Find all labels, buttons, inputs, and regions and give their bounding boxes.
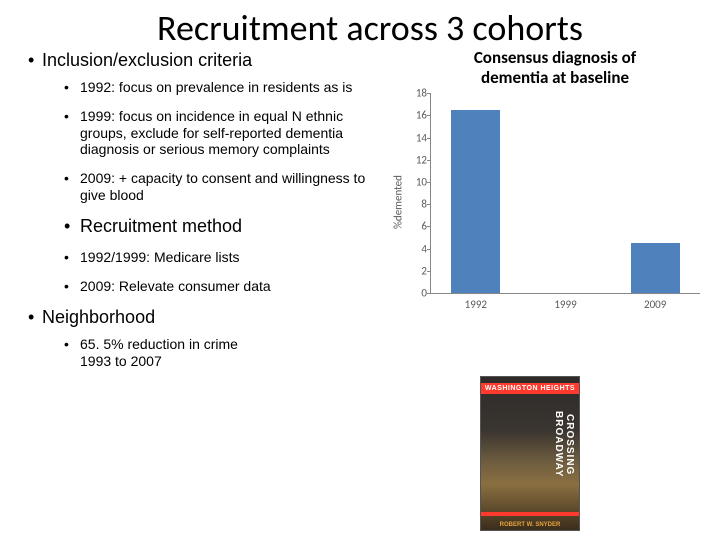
chart-ytick-mark: [427, 138, 431, 139]
chart-ytick-label: 4: [409, 242, 427, 255]
chart-xlabel: 1992: [465, 298, 487, 311]
bullet-medicare: 1992/1999: Medicare lists: [64, 249, 380, 266]
bullet-recruitment-text: Recruitment method: [80, 216, 242, 236]
bullet-1999: 1999: focus on incidence in equal N ethn…: [64, 108, 380, 158]
chart-ytick-label: 0: [409, 287, 427, 300]
left-column: Inclusion/exclusion criteria 1992: focus…: [0, 50, 380, 382]
chart-title-l1: Consensus diagnosis of: [474, 47, 636, 68]
book-top-band: WASHINGTON HEIGHTS: [481, 383, 579, 394]
book-author: ROBERT W. SNYDER: [481, 522, 579, 528]
chart-ytick-label: 6: [409, 220, 427, 233]
bullet-recruitment: Recruitment method: [64, 216, 380, 238]
bullet-neighborhood-text: Neighborhood: [42, 307, 155, 327]
bullet-inclusion: Inclusion/exclusion criteria 1992: focus…: [28, 50, 380, 295]
book-image: WASHINGTON HEIGHTS CROSSING BROADWAY ROB…: [480, 376, 580, 531]
chart-ytick-mark: [427, 226, 431, 227]
bullet-2009: 2009: + capacity to consent and willingn…: [64, 170, 380, 204]
bar-chart: %demented 024681012141618199219992009: [404, 89, 704, 314]
bullet-inclusion-text: Inclusion/exclusion criteria: [42, 50, 252, 70]
book-spine-text: CROSSING BROADWAY: [559, 399, 575, 490]
chart-ytick-mark: [427, 182, 431, 183]
chart-ytick-mark: [427, 115, 431, 116]
chart-ytick-mark: [427, 204, 431, 205]
bullet-1992: 1992: focus on prevalence in residents a…: [64, 79, 380, 96]
chart-ytick-label: 2: [409, 264, 427, 277]
chart-ytick-mark: [427, 271, 431, 272]
bullet-crime: 65. 5% reduction in crime 1993 to 2007: [64, 336, 264, 370]
book-bottom-band: [481, 512, 579, 516]
chart-ylabel: %demented: [392, 175, 405, 229]
chart-ytick-mark: [427, 249, 431, 250]
chart-xlabel: 1999: [554, 298, 576, 311]
chart-bar: [451, 110, 500, 293]
right-column: Consensus diagnosis of dementia at basel…: [400, 48, 710, 314]
chart-ytick-label: 18: [409, 87, 427, 100]
chart-ytick-label: 8: [409, 198, 427, 211]
slide-title: Recruitment across 3 cohorts: [60, 6, 680, 50]
chart-plot-area: 024681012141618199219992009: [430, 93, 700, 294]
chart-xlabel: 2009: [644, 298, 666, 311]
chart-ytick-label: 16: [409, 109, 427, 122]
chart-ytick-mark: [427, 93, 431, 94]
chart-title: Consensus diagnosis of dementia at basel…: [400, 48, 710, 87]
chart-ytick-label: 12: [409, 153, 427, 166]
chart-ytick-mark: [427, 293, 431, 294]
chart-title-l2: dementia at baseline: [481, 67, 629, 88]
bullet-relevate: 2009: Relevate consumer data: [64, 278, 380, 295]
chart-ytick-label: 10: [409, 175, 427, 188]
chart-bar: [631, 243, 680, 293]
chart-ytick-label: 14: [409, 131, 427, 144]
chart-ytick-mark: [427, 160, 431, 161]
bullet-neighborhood: Neighborhood 65. 5% reduction in crime 1…: [28, 307, 380, 370]
